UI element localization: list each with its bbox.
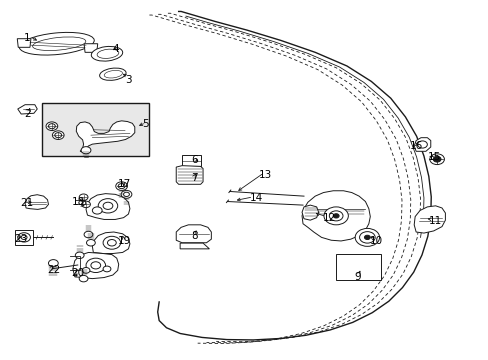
Circle shape xyxy=(79,275,88,282)
Text: 5: 5 xyxy=(142,120,148,129)
Text: 17: 17 xyxy=(118,179,131,189)
Circle shape xyxy=(18,233,30,242)
Circle shape xyxy=(103,236,121,249)
Circle shape xyxy=(107,239,116,246)
Circle shape xyxy=(48,260,58,267)
Polygon shape xyxy=(86,194,130,220)
Text: 6: 6 xyxy=(190,155,197,165)
Text: 23: 23 xyxy=(14,234,27,244)
Text: 13: 13 xyxy=(259,170,272,180)
Circle shape xyxy=(118,184,125,189)
Text: 16: 16 xyxy=(409,141,423,151)
Circle shape xyxy=(52,131,64,139)
Circle shape xyxy=(81,201,90,208)
Polygon shape xyxy=(302,191,369,241)
Circle shape xyxy=(75,252,84,258)
Circle shape xyxy=(84,231,93,238)
Circle shape xyxy=(103,266,111,272)
Polygon shape xyxy=(25,195,48,210)
Ellipse shape xyxy=(19,32,94,55)
Text: 14: 14 xyxy=(249,193,262,203)
Bar xyxy=(42,103,149,156)
Circle shape xyxy=(55,133,61,138)
Bar xyxy=(15,230,33,244)
Polygon shape xyxy=(73,252,119,279)
Polygon shape xyxy=(413,138,430,151)
Text: 8: 8 xyxy=(190,231,197,240)
Text: 15: 15 xyxy=(427,152,440,162)
Circle shape xyxy=(98,199,118,213)
Circle shape xyxy=(91,262,101,269)
Polygon shape xyxy=(92,232,130,253)
Circle shape xyxy=(123,192,129,197)
Polygon shape xyxy=(302,205,318,220)
Ellipse shape xyxy=(104,71,122,78)
Circle shape xyxy=(324,207,347,225)
Polygon shape xyxy=(17,39,31,47)
Polygon shape xyxy=(84,44,98,52)
Circle shape xyxy=(121,190,132,198)
Text: 9: 9 xyxy=(353,272,360,282)
Circle shape xyxy=(364,235,369,239)
Circle shape xyxy=(332,214,338,218)
Circle shape xyxy=(81,147,91,154)
Circle shape xyxy=(79,194,88,201)
Ellipse shape xyxy=(91,46,122,61)
Circle shape xyxy=(21,235,27,239)
Circle shape xyxy=(116,182,127,190)
Ellipse shape xyxy=(97,49,119,58)
Text: 19: 19 xyxy=(118,236,131,246)
Text: 22: 22 xyxy=(47,265,60,275)
Text: 10: 10 xyxy=(369,236,383,246)
Text: 18: 18 xyxy=(71,197,84,207)
Text: 21: 21 xyxy=(20,198,33,208)
Circle shape xyxy=(329,211,342,221)
Circle shape xyxy=(92,207,102,214)
Polygon shape xyxy=(76,121,135,153)
Bar xyxy=(335,253,380,280)
Circle shape xyxy=(86,258,105,273)
Circle shape xyxy=(103,202,113,210)
Text: 1: 1 xyxy=(24,33,31,43)
Ellipse shape xyxy=(33,37,85,50)
Ellipse shape xyxy=(100,68,126,80)
Circle shape xyxy=(48,124,55,129)
Circle shape xyxy=(429,154,444,165)
Circle shape xyxy=(359,231,374,243)
Polygon shape xyxy=(176,166,203,184)
Polygon shape xyxy=(18,105,37,114)
Polygon shape xyxy=(176,225,211,243)
Text: 7: 7 xyxy=(190,173,197,183)
Circle shape xyxy=(432,156,440,162)
Circle shape xyxy=(417,141,427,148)
Text: 3: 3 xyxy=(125,75,131,85)
Text: 11: 11 xyxy=(428,216,441,226)
Circle shape xyxy=(354,228,379,246)
Bar xyxy=(182,155,200,166)
Polygon shape xyxy=(413,206,445,233)
Polygon shape xyxy=(180,243,209,249)
Circle shape xyxy=(86,239,95,246)
Text: 4: 4 xyxy=(113,44,119,54)
Circle shape xyxy=(82,267,90,273)
Text: 20: 20 xyxy=(71,268,84,278)
Text: 12: 12 xyxy=(322,213,335,222)
Circle shape xyxy=(46,122,58,131)
Text: 2: 2 xyxy=(24,109,31,119)
